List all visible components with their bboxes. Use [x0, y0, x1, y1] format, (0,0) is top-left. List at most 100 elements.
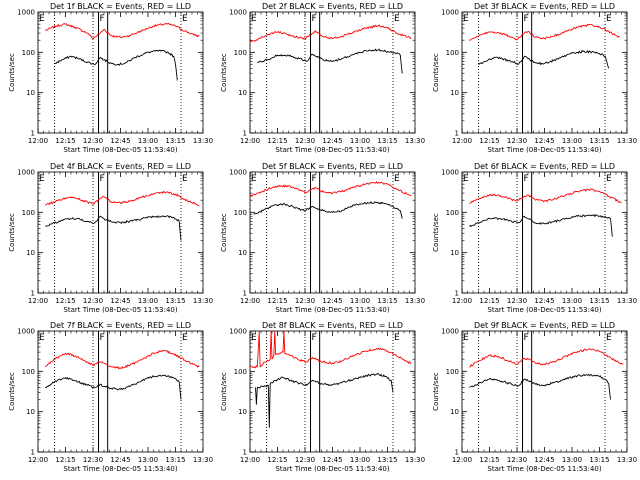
- lld-series-line: [45, 349, 200, 370]
- x-tick-label: 13:30: [193, 456, 213, 464]
- marker-label: E: [182, 14, 188, 24]
- marker-label: F: [312, 174, 317, 184]
- marker-label: E: [251, 174, 257, 184]
- y-tick-label: 10: [238, 89, 247, 97]
- x-axis-label: Start Time (08-Dec-05 11:53:40): [487, 146, 601, 154]
- marker-label: F: [100, 14, 105, 24]
- y-tick-label: 1: [455, 449, 459, 457]
- x-tick-label: 13:30: [193, 137, 213, 145]
- x-tick-label: 13:30: [193, 297, 213, 305]
- plot-frame: [461, 330, 628, 453]
- x-tick-label: 12:00: [28, 297, 48, 305]
- marker-label: F: [312, 333, 317, 343]
- x-tick-label: 12:30: [295, 297, 315, 305]
- y-axis-label: Counts/sec: [432, 213, 440, 252]
- x-axis-label: Start Time (08-Dec-05 11:53:40): [63, 146, 177, 154]
- x-tick-label: 13:00: [138, 137, 158, 145]
- y-tick-label: 10: [26, 408, 35, 416]
- marker-label: F: [524, 174, 529, 184]
- y-axis-label: Counts/sec: [8, 213, 16, 252]
- lld-series-line: [249, 330, 412, 369]
- x-tick-label: 13:00: [138, 456, 158, 464]
- marker-label: E: [394, 174, 400, 184]
- x-tick-label: 12:00: [452, 456, 472, 464]
- events-series-line: [468, 213, 613, 237]
- y-tick-label: 1000: [17, 9, 35, 17]
- plot-frame: [37, 171, 204, 294]
- y-tick-label: 10: [238, 249, 247, 257]
- panel-title: Det 7f BLACK = Events, RED = LLD: [50, 321, 191, 330]
- y-tick-label: 10: [26, 89, 35, 97]
- x-axis-label: Start Time (08-Dec-05 11:53:40): [63, 306, 177, 314]
- x-tick-label: 12:45: [322, 137, 342, 145]
- x-tick-label: 13:15: [377, 456, 397, 464]
- y-tick-label: 1: [243, 130, 247, 138]
- y-tick-label: 1: [455, 290, 459, 298]
- x-tick-label: 12:30: [83, 137, 103, 145]
- panel-title: Det 2f BLACK = Events, RED = LLD: [262, 2, 403, 11]
- marker-label: E: [182, 174, 188, 184]
- detector-panel-5: Det 5f BLACK = Events, RED = LLD 1 10 100 10…: [220, 162, 425, 314]
- y-tick-label: 10: [450, 249, 459, 257]
- y-tick-label: 1: [455, 130, 459, 138]
- panel-title: Det 8f BLACK = Events, RED = LLD: [262, 321, 403, 330]
- x-tick-label: 12:00: [240, 297, 260, 305]
- x-tick-label: 13:15: [165, 297, 185, 305]
- x-tick-label: 13:00: [350, 456, 370, 464]
- x-tick-label: 12:45: [534, 137, 554, 145]
- x-tick-label: 12:15: [479, 297, 499, 305]
- y-tick-label: 1000: [17, 169, 35, 177]
- x-tick-label: 13:30: [617, 297, 637, 305]
- x-tick-label: 13:00: [562, 297, 582, 305]
- y-tick-label: 1000: [229, 169, 247, 177]
- y-tick-label: 1: [243, 290, 247, 298]
- y-axis-label: Counts/sec: [220, 372, 228, 411]
- y-tick-label: 1000: [229, 328, 247, 336]
- y-tick-label: 1: [31, 130, 35, 138]
- y-tick-label: 1: [243, 449, 247, 457]
- x-tick-label: 12:00: [28, 137, 48, 145]
- x-tick-label: 12:15: [479, 137, 499, 145]
- lld-series-line: [249, 180, 412, 198]
- y-tick-label: 100: [234, 209, 247, 217]
- y-tick-label: 100: [446, 368, 459, 376]
- panel-title: Det 9f BLACK = Events, RED = LLD: [474, 321, 615, 330]
- marker-label: F: [524, 14, 529, 24]
- x-tick-label: 12:45: [110, 137, 130, 145]
- marker-label: E: [463, 333, 469, 343]
- marker-label: E: [463, 14, 469, 24]
- lld-series-line: [469, 348, 624, 368]
- marker-label: E: [606, 174, 612, 184]
- y-axis-label: Counts/sec: [432, 372, 440, 411]
- x-tick-label: 12:30: [295, 137, 315, 145]
- y-tick-label: 100: [234, 49, 247, 57]
- detector-panel-2: Det 2f BLACK = Events, RED = LLD 1 10 100 10…: [220, 2, 425, 154]
- y-tick-label: 100: [22, 49, 35, 57]
- x-tick-label: 12:30: [507, 297, 527, 305]
- y-tick-label: 1000: [229, 9, 247, 17]
- detector-panel-8: Det 8f BLACK = Events, RED = LLD 1 10 100 10…: [220, 321, 425, 473]
- plot-frame: [37, 11, 204, 134]
- x-tick-label: 13:00: [350, 297, 370, 305]
- y-tick-label: 100: [22, 368, 35, 376]
- marker-label: F: [100, 174, 105, 184]
- lld-series-line: [469, 188, 622, 204]
- marker-label: E: [394, 14, 400, 24]
- x-tick-label: 12:45: [322, 297, 342, 305]
- x-tick-label: 12:30: [83, 297, 103, 305]
- y-tick-label: 100: [446, 49, 459, 57]
- y-tick-label: 100: [22, 209, 35, 217]
- x-axis-label: Start Time (08-Dec-05 11:53:40): [487, 306, 601, 314]
- lld-series-line: [469, 23, 620, 41]
- x-tick-label: 13:30: [405, 137, 425, 145]
- x-tick-label: 12:30: [507, 456, 527, 464]
- x-tick-label: 12:15: [267, 137, 287, 145]
- y-tick-label: 10: [450, 89, 459, 97]
- y-tick-label: 1000: [441, 9, 459, 17]
- plot-frame: [249, 330, 416, 453]
- events-series-line: [45, 374, 182, 400]
- events-series-line: [253, 200, 403, 219]
- y-tick-label: 100: [446, 209, 459, 217]
- x-tick-label: 13:00: [562, 137, 582, 145]
- y-tick-label: 1: [31, 449, 35, 457]
